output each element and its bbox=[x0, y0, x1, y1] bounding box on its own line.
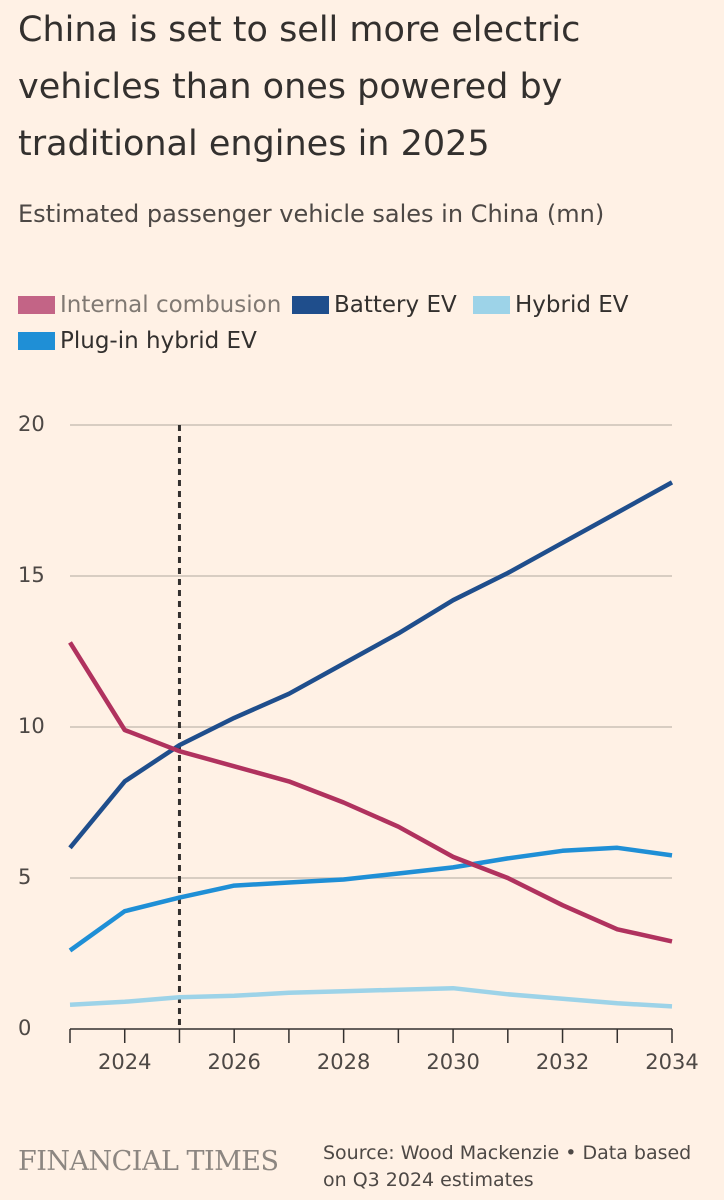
legend-item-internal-combustion: Internal combusion bbox=[18, 292, 281, 318]
y-tick-label: 10 bbox=[18, 714, 45, 738]
legend-label: Battery EV bbox=[334, 292, 457, 318]
x-tick-label: 2030 bbox=[426, 1050, 479, 1074]
x-tick-label: 2026 bbox=[207, 1050, 260, 1074]
chart-subtitle: Estimated passenger vehicle sales in Chi… bbox=[18, 200, 605, 228]
y-tick-label: 15 bbox=[18, 563, 45, 587]
x-tick-label: 2034 bbox=[645, 1050, 698, 1074]
series-line-internal-combusion bbox=[68, 641, 673, 944]
series-line-plug-in-hybrid-ev bbox=[68, 845, 673, 953]
legend-swatch bbox=[18, 332, 55, 350]
series-line-hybrid-ev bbox=[69, 985, 673, 1009]
x-tick-label: 2032 bbox=[536, 1050, 589, 1074]
y-tick-label: 20 bbox=[18, 412, 45, 436]
legend-label: Plug-in hybrid EV bbox=[60, 328, 257, 354]
legend-swatch bbox=[473, 296, 510, 314]
legend-item-battery-ev: Battery EV bbox=[292, 292, 457, 318]
line-chart: 0 5 10 15 20 2024 2026 2028 2030 2032 2034 bbox=[18, 412, 699, 1074]
legend-label: Internal combusion bbox=[60, 292, 282, 318]
legend-item-hybrid-ev: Hybrid EV bbox=[473, 292, 629, 318]
gridlines bbox=[70, 424, 672, 879]
series-lines bbox=[68, 480, 674, 1009]
legend-label: Hybrid EV bbox=[515, 292, 629, 318]
x-tick-label: 2028 bbox=[317, 1050, 370, 1074]
legend-item-plug-in-hybrid-ev: Plug-in hybrid EV bbox=[18, 328, 257, 354]
x-tick-label: 2024 bbox=[98, 1050, 151, 1074]
y-tick-label: 5 bbox=[18, 865, 31, 889]
y-tick-label: 0 bbox=[18, 1016, 31, 1040]
ft-logo: FINANCIAL TIMES bbox=[18, 1146, 279, 1177]
y-axis-ticks: 0 5 10 15 20 bbox=[18, 412, 45, 1040]
legend-swatch bbox=[292, 296, 329, 314]
x-axis: 2024 2026 2028 2030 2032 2034 bbox=[69, 1028, 699, 1074]
source-note: Source: Wood Mackenzie • Data based on Q… bbox=[323, 1142, 692, 1191]
legend-swatch bbox=[18, 296, 55, 314]
chart-title: China is set to sell more electric vehic… bbox=[18, 10, 581, 164]
series-line-battery-ev bbox=[68, 480, 674, 850]
